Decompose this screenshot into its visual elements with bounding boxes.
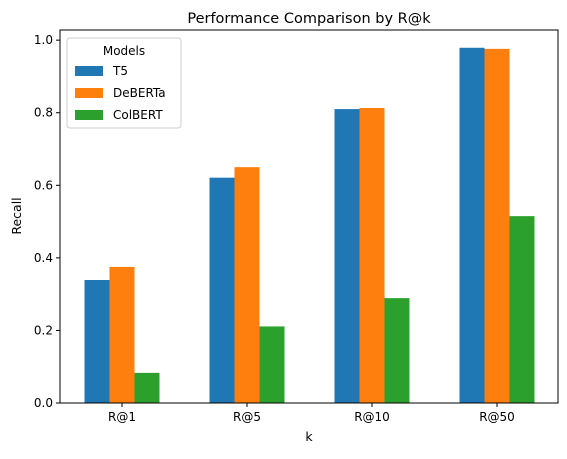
bar-colbert-r5 bbox=[259, 326, 285, 403]
bar-t5-r50 bbox=[459, 47, 485, 403]
bars-layer bbox=[84, 47, 535, 404]
y-tick-label: 0.8 bbox=[34, 106, 53, 120]
y-tick-label: 1.0 bbox=[34, 33, 53, 47]
legend-swatch-colbert bbox=[75, 110, 103, 120]
legend-swatch-t5 bbox=[75, 66, 103, 76]
y-tick-label: 0.2 bbox=[34, 323, 53, 337]
x-tick-label: R@5 bbox=[233, 410, 261, 424]
x-tick-label: R@50 bbox=[479, 410, 515, 424]
bar-t5-r1 bbox=[84, 280, 110, 403]
bar-colbert-r10 bbox=[384, 298, 410, 403]
x-axis: R@1 R@5 R@10 R@50 bbox=[108, 403, 515, 424]
x-axis-label: k bbox=[305, 429, 313, 444]
bar-deberta-r10 bbox=[359, 108, 385, 403]
x-tick-label: R@10 bbox=[354, 410, 390, 424]
x-tick-label: R@1 bbox=[108, 410, 136, 424]
y-axis: 0.0 0.2 0.4 0.6 0.8 1.0 bbox=[34, 33, 60, 410]
bar-deberta-r1 bbox=[109, 266, 135, 403]
legend-box bbox=[66, 37, 182, 129]
bar-t5-r5 bbox=[209, 177, 235, 403]
bar-t5-r10 bbox=[334, 109, 360, 403]
legend-label-t5: T5 bbox=[112, 64, 128, 78]
y-axis-label: Recall bbox=[9, 197, 24, 234]
bar-deberta-r5 bbox=[234, 167, 260, 403]
y-tick-label: 0.4 bbox=[34, 251, 53, 265]
legend-title: Models bbox=[103, 44, 145, 58]
bar-colbert-r50 bbox=[509, 216, 535, 403]
plot-area bbox=[59, 29, 559, 404]
legend-label-colbert: ColBERT bbox=[113, 108, 163, 122]
legend: Models T5 DeBERTa ColBERT bbox=[66, 37, 182, 129]
bar-colbert-r1 bbox=[134, 372, 160, 403]
y-tick-label: 0.6 bbox=[34, 178, 53, 192]
legend-swatch-deberta bbox=[75, 88, 103, 98]
y-tick-label: 0.0 bbox=[34, 396, 53, 410]
bar-deberta-r50 bbox=[484, 48, 510, 404]
chart-title: Performance Comparison by R@k bbox=[187, 11, 431, 27]
legend-label-deberta: DeBERTa bbox=[113, 86, 166, 100]
